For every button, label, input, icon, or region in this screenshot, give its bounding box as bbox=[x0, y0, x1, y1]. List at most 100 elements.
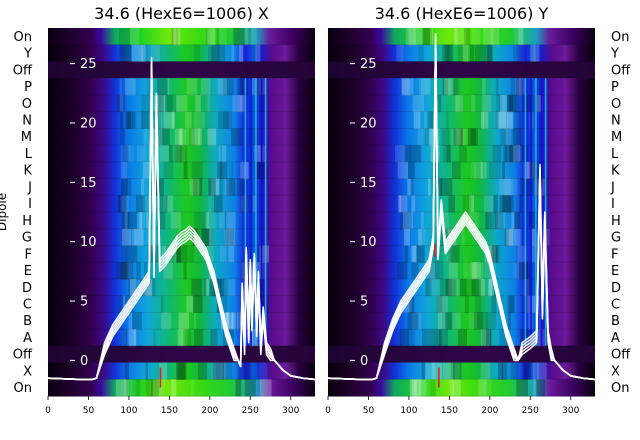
heatmap-cell-variation bbox=[123, 379, 129, 397]
heatmap-cell-variation bbox=[226, 312, 234, 330]
heatmap-cell-variation bbox=[135, 195, 146, 213]
heatmap-cell-variation bbox=[404, 228, 410, 246]
heatmap-cell-variation bbox=[509, 145, 520, 163]
heatmap-cell-variation bbox=[472, 262, 484, 280]
row-label: M bbox=[611, 130, 622, 145]
overlay-ytick-label: 20 bbox=[360, 116, 377, 131]
overlay-ytick-label: 15 bbox=[80, 176, 97, 191]
heatmap-row bbox=[328, 78, 595, 96]
heatmap-cell-variation bbox=[161, 379, 165, 397]
heatmap-cell-variation bbox=[530, 245, 536, 263]
row-label: F bbox=[25, 247, 32, 262]
heatmap-cell-variation bbox=[183, 161, 188, 180]
heatmap-cell-variation bbox=[471, 262, 481, 280]
heatmap-cell-variation bbox=[125, 78, 136, 96]
heatmap-cell-variation bbox=[213, 278, 224, 297]
heatmap-cell-variation bbox=[219, 212, 225, 230]
heatmap-cell-variation bbox=[452, 161, 461, 180]
heatmap-cell-variation bbox=[399, 212, 412, 230]
heatmap-cell-variation bbox=[259, 379, 272, 397]
row-label: Y bbox=[23, 47, 32, 62]
heatmap-cell-variation bbox=[429, 278, 440, 297]
heatmap-cell-variation bbox=[455, 94, 463, 113]
x-tick-label: 0 bbox=[45, 406, 51, 416]
heatmap-cell-variation bbox=[425, 362, 436, 380]
heatmap-cell-variation bbox=[487, 278, 492, 297]
heatmap-cell-variation bbox=[421, 212, 424, 230]
row-label: A bbox=[611, 331, 620, 346]
heatmap-row bbox=[328, 195, 595, 213]
heatmap-cell-variation bbox=[193, 111, 205, 129]
heatmap-cell-variation bbox=[405, 28, 414, 46]
heatmap-cell-variation bbox=[509, 94, 517, 113]
heatmap-cell-variation bbox=[516, 379, 529, 397]
heatmap-cell-variation bbox=[158, 128, 170, 146]
heatmap-cell-variation bbox=[221, 362, 233, 380]
row-label: X bbox=[611, 364, 620, 379]
heatmap-cell-variation bbox=[500, 94, 507, 113]
heatmap-cell-variation bbox=[217, 44, 226, 62]
heatmap-cell-variation bbox=[148, 44, 155, 62]
heatmap-cell-variation bbox=[225, 228, 235, 246]
heatmap-cell-variation bbox=[474, 161, 486, 180]
row-label: B bbox=[23, 314, 32, 329]
heatmap-cell-variation bbox=[230, 128, 243, 146]
heatmap-cell-variation bbox=[430, 111, 434, 129]
vertical-artifact bbox=[264, 78, 267, 346]
heatmap-cell-variation bbox=[484, 195, 494, 213]
heatmap-cell-variation bbox=[429, 262, 435, 280]
heatmap-cell-variation bbox=[451, 78, 458, 96]
heatmap-cell-variation bbox=[159, 212, 166, 230]
heatmap-cell-variation bbox=[411, 379, 422, 397]
heatmap-cell-variation bbox=[499, 329, 510, 347]
row-label: N bbox=[22, 114, 32, 129]
heatmap-cell-variation bbox=[538, 312, 543, 330]
row-label: D bbox=[22, 281, 32, 296]
heatmap-cell-variation bbox=[189, 178, 200, 196]
heatmap-cell-variation bbox=[508, 111, 514, 129]
heatmap-cell-variation bbox=[442, 312, 445, 330]
heatmap-row bbox=[328, 245, 595, 263]
heatmap-cell-variation bbox=[219, 161, 223, 180]
heatmap-cell-variation bbox=[439, 329, 449, 347]
heatmap-cell-variation bbox=[484, 161, 487, 180]
heatmap-cell-variation bbox=[122, 262, 134, 280]
heatmap-cell-variation bbox=[141, 94, 151, 113]
heatmap-row bbox=[328, 228, 595, 246]
heatmap-cell-variation bbox=[176, 245, 188, 263]
heatmap-cell-variation bbox=[444, 312, 453, 330]
heatmap-cell-variation bbox=[445, 245, 452, 263]
heatmap-cell-variation bbox=[220, 362, 227, 380]
heatmap-cell-variation bbox=[145, 278, 156, 297]
chart-title: 34.6 (HexE6=1006) X bbox=[94, 4, 269, 23]
heatmap-cell-variation bbox=[499, 178, 512, 196]
heatmap-cell-variation bbox=[208, 178, 216, 196]
heatmap-cell-variation bbox=[410, 178, 414, 196]
vertical-artifact bbox=[250, 78, 252, 346]
heatmap-row bbox=[328, 145, 595, 163]
vertical-artifact bbox=[255, 78, 257, 346]
overlay-ytick-label: 25 bbox=[360, 57, 377, 72]
heatmap-cell-variation bbox=[123, 329, 127, 347]
heatmap-cell-variation bbox=[495, 111, 499, 129]
heatmap-cell-variation bbox=[218, 295, 227, 313]
heatmap-cell-variation bbox=[191, 161, 199, 180]
heatmap-cell-variation bbox=[116, 94, 126, 113]
heatmap-cell-variation bbox=[421, 28, 430, 46]
row-label: L bbox=[611, 147, 619, 162]
heatmap-cell-variation bbox=[142, 161, 152, 180]
heatmap-cell-variation bbox=[515, 78, 521, 96]
heatmap-cell-variation bbox=[490, 28, 500, 46]
heatmap-cell-variation bbox=[523, 161, 533, 180]
heatmap-cell-variation bbox=[448, 278, 459, 297]
heatmap-cell-variation bbox=[237, 78, 244, 96]
heatmap-cell-variation bbox=[526, 278, 532, 297]
heatmap-cell-variation bbox=[493, 195, 498, 213]
heatmap-cell-variation bbox=[442, 44, 450, 62]
heatmap-cell-variation bbox=[241, 262, 247, 280]
heatmap-cell-variation bbox=[450, 245, 460, 263]
row-label: Y bbox=[610, 47, 619, 62]
heatmap-cell-variation bbox=[219, 178, 223, 196]
heatmap-cell-variation bbox=[193, 329, 204, 347]
row-label: K bbox=[23, 164, 32, 179]
